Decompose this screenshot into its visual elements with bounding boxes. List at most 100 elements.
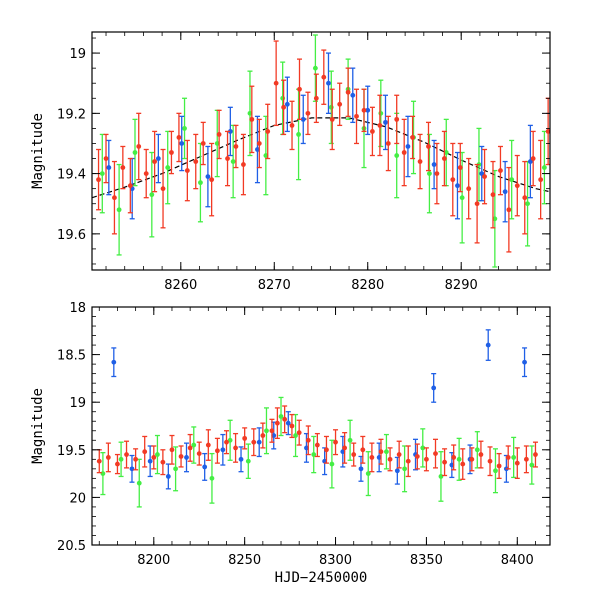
y-tick-label: 18: [69, 301, 86, 316]
data-point: [196, 451, 202, 457]
data-point: [105, 455, 111, 460]
data-point: [326, 80, 331, 86]
data-point: [182, 126, 187, 131]
data-point: [417, 159, 423, 164]
data-point: [281, 104, 287, 110]
y-tick-label: 20.5: [57, 539, 86, 554]
data-point: [136, 480, 142, 486]
data-point: [414, 454, 420, 459]
data-point: [311, 452, 317, 457]
data-point: [455, 183, 460, 189]
data-point: [147, 458, 153, 464]
data-point: [209, 475, 215, 481]
x-tick-label: 8400: [501, 553, 534, 568]
data-point: [155, 452, 160, 457]
data-point: [293, 433, 298, 438]
data-point: [402, 466, 408, 472]
data-point: [365, 471, 371, 476]
data-point: [151, 455, 157, 460]
data-point: [143, 171, 149, 176]
data-point: [255, 147, 260, 152]
data-point: [165, 474, 171, 479]
data-point: [269, 428, 275, 434]
data-point: [492, 216, 498, 222]
data-point: [313, 95, 319, 101]
data-point: [505, 455, 511, 460]
top-plot-area: [92, 34, 550, 268]
data-point: [522, 195, 528, 201]
data-point: [358, 466, 364, 472]
x-tick-label: 8350: [410, 553, 443, 568]
data-point: [321, 74, 327, 80]
x-axis-title: HJD−2450000: [275, 570, 368, 586]
data-point: [179, 141, 185, 146]
data-point: [296, 430, 302, 436]
data-point: [289, 423, 295, 429]
data-point: [431, 385, 437, 391]
data-point: [474, 447, 480, 453]
data-point: [205, 174, 211, 180]
data-point: [285, 420, 291, 426]
data-point: [149, 192, 155, 198]
data-point: [314, 442, 320, 448]
data-point: [493, 468, 498, 474]
data-point: [284, 101, 290, 107]
top-axes: 8260 8270 8280 8290 19 19.2 19.4 19.6: [57, 32, 550, 293]
data-point: [245, 458, 251, 464]
data-point: [434, 171, 440, 176]
data-point: [136, 144, 142, 149]
data-point: [152, 159, 158, 164]
x-tick-label: 8260: [164, 278, 197, 293]
data-point: [200, 141, 206, 146]
data-point: [394, 153, 400, 158]
data-point: [522, 359, 527, 365]
y-tick-label: 18.5: [57, 349, 86, 364]
data-point: [541, 165, 547, 170]
data-point: [474, 201, 480, 207]
data-point: [478, 452, 484, 457]
data-point: [230, 159, 236, 164]
data-point: [405, 144, 411, 149]
data-point: [205, 442, 211, 448]
data-point: [385, 141, 391, 146]
data-point: [209, 177, 215, 183]
data-point: [184, 168, 190, 173]
data-point: [263, 153, 269, 158]
data-point: [469, 456, 475, 462]
data-point: [370, 129, 375, 134]
data-point: [387, 456, 393, 462]
data-point: [424, 456, 429, 462]
data-point: [394, 116, 400, 122]
data-point: [215, 448, 220, 454]
data-point: [350, 92, 356, 98]
data-point: [233, 445, 238, 451]
data-point: [457, 165, 463, 170]
data-point: [337, 101, 343, 107]
data-point: [96, 458, 102, 464]
bottom-plot-area: [96, 329, 538, 508]
top-y-axis-title: Magnitude: [30, 113, 46, 189]
data-point: [329, 116, 335, 122]
x-tick-label: 8250: [228, 553, 261, 568]
data-point: [347, 437, 353, 443]
data-point: [282, 416, 288, 422]
data-point: [378, 449, 384, 455]
data-point: [191, 442, 197, 448]
data-point: [256, 141, 262, 146]
data-point: [459, 195, 465, 201]
data-point: [249, 116, 255, 122]
data-point: [538, 177, 544, 183]
data-point: [460, 461, 466, 467]
bottom-axes: 8200 8250 8300 8350 8400 18 18.5 19 19.5 20 20.5: [57, 301, 550, 568]
data-point: [420, 445, 426, 451]
data-point: [106, 165, 112, 170]
data-point: [442, 459, 447, 465]
data-point: [383, 119, 388, 125]
panel-top: 8260 8270 8280 8290 19 19.2 19.4 19.6 Magnitude: [30, 31, 551, 293]
y-tick-label: 19.2: [57, 107, 86, 122]
data-point: [438, 474, 444, 479]
data-point: [247, 110, 253, 116]
data-point: [300, 116, 306, 122]
data-point: [410, 135, 415, 140]
